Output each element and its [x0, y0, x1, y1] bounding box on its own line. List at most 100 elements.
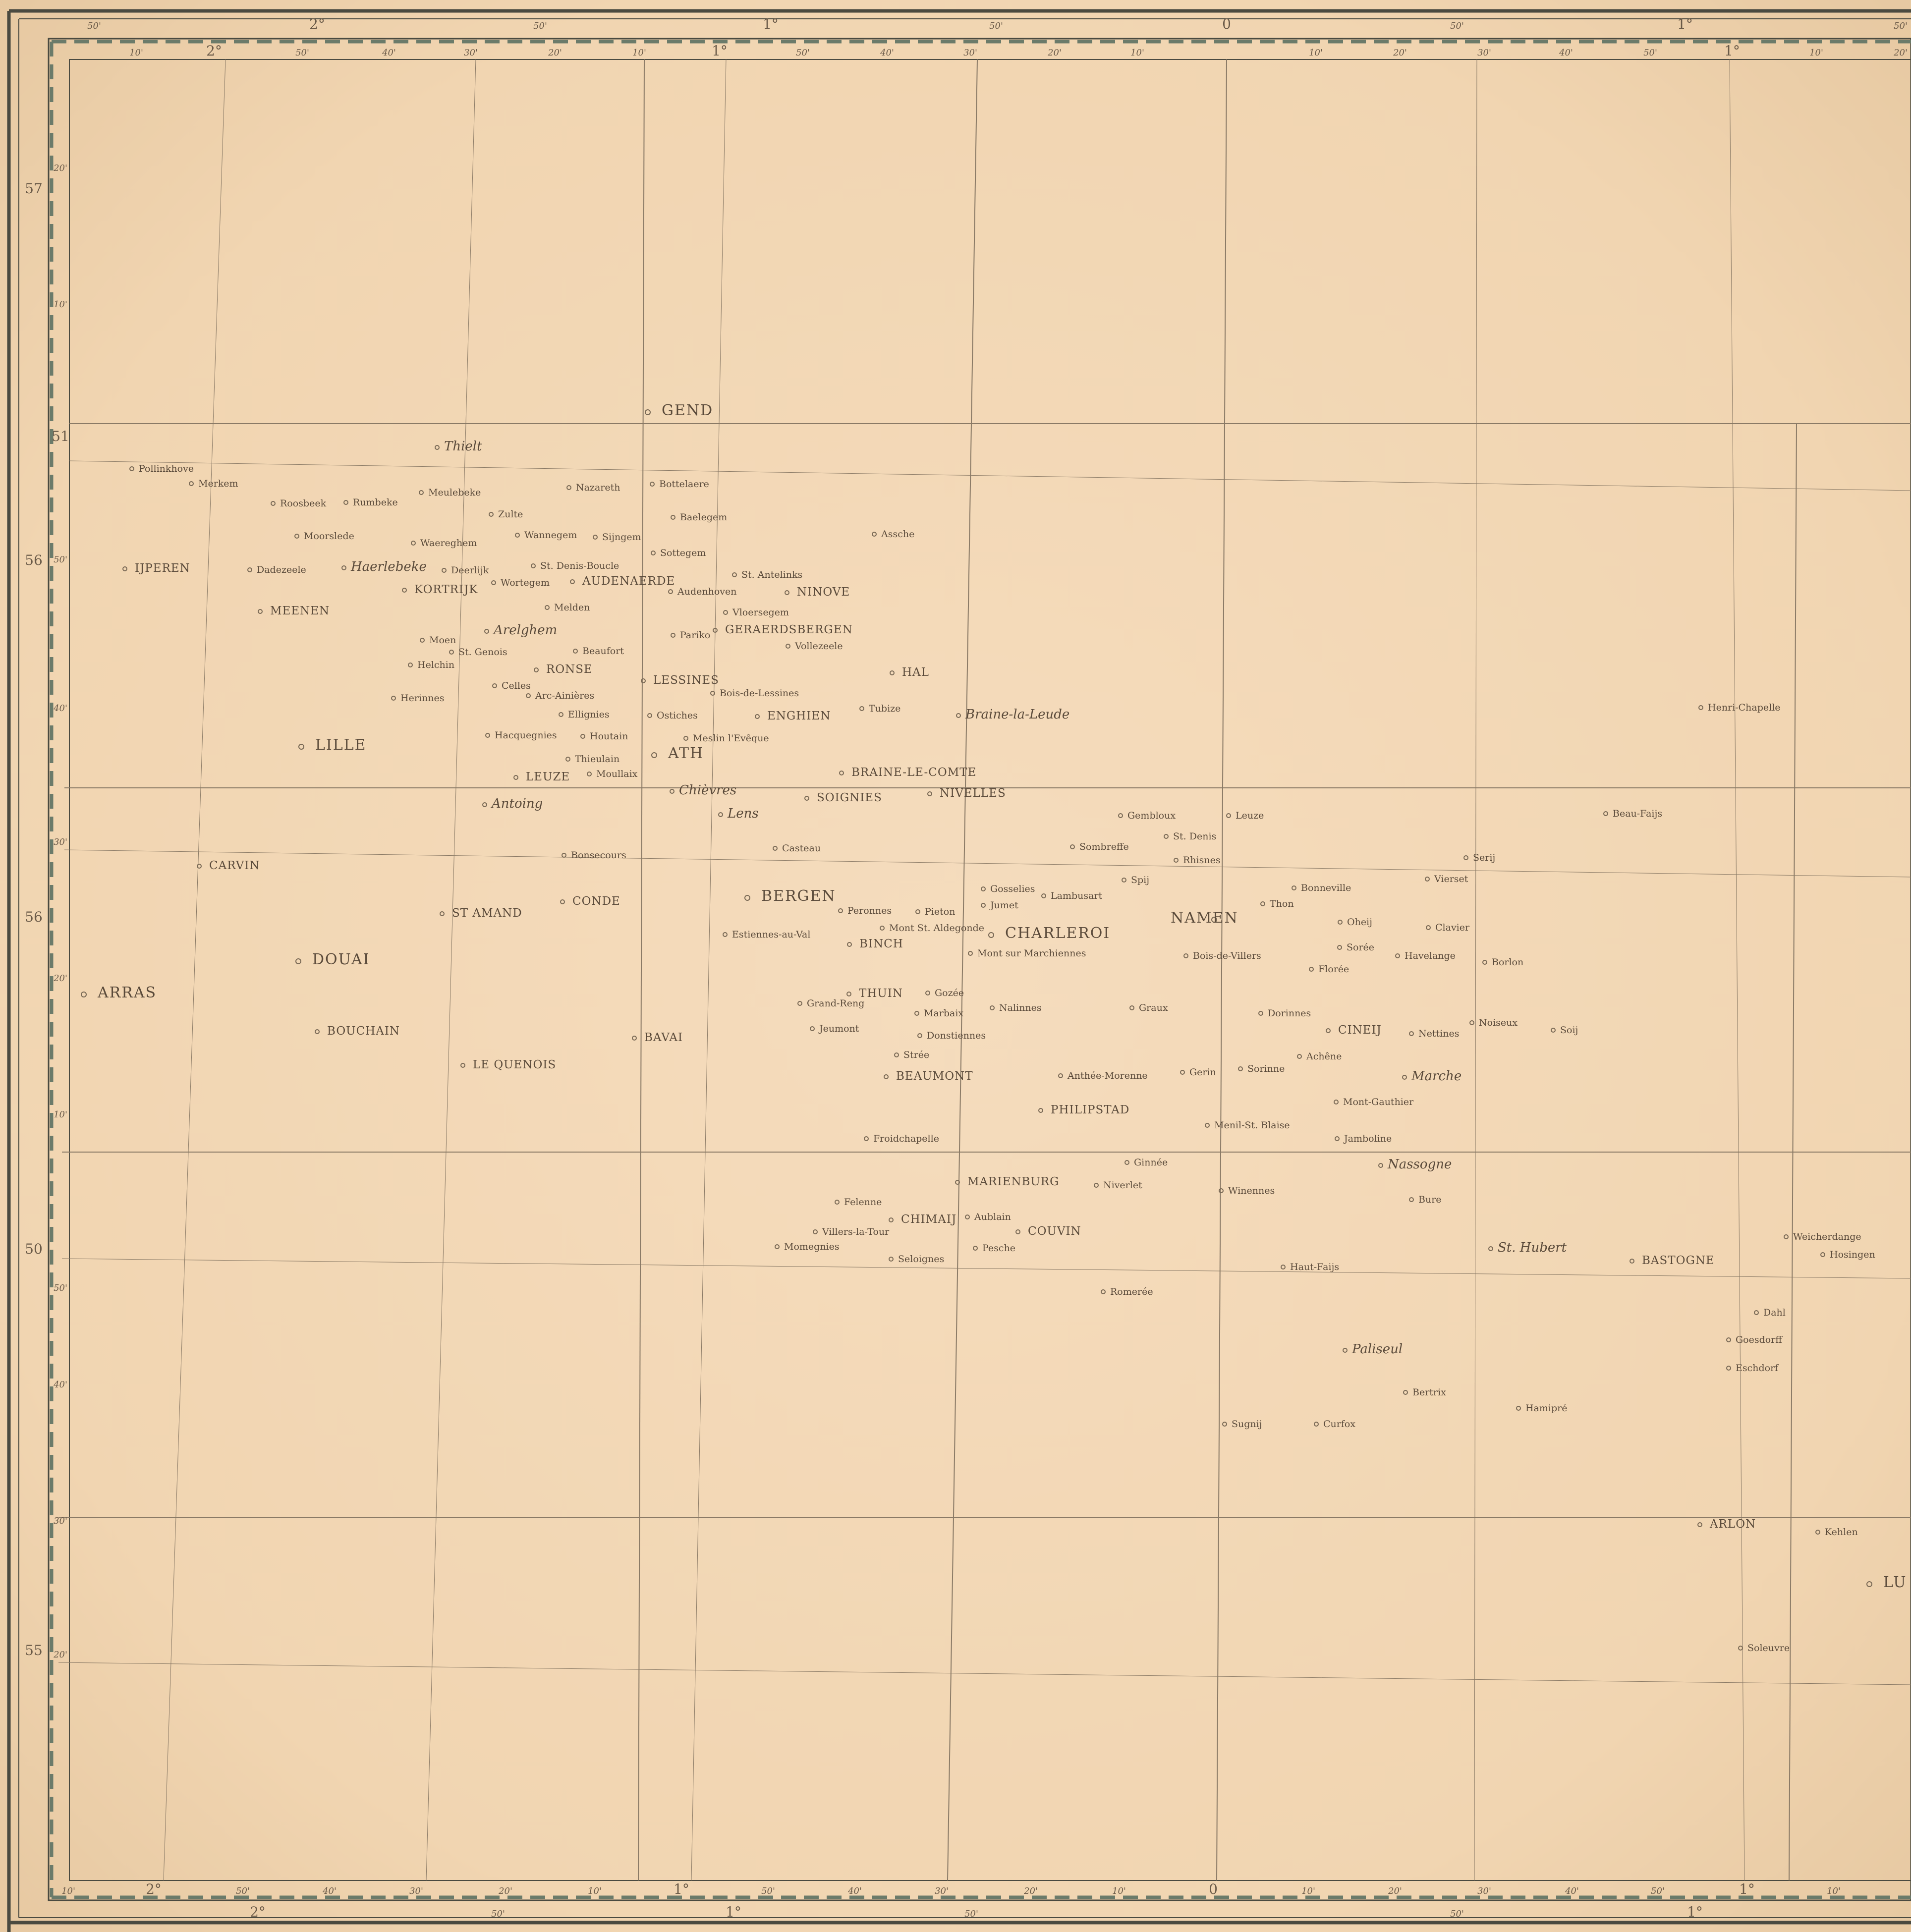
place-name: Peronnes — [847, 905, 892, 916]
place-60: Moullaix — [587, 769, 638, 779]
place-159: ARLON — [1697, 1518, 1755, 1531]
top-inner-tick: 50' — [295, 48, 309, 58]
place-name: Rumbeke — [353, 497, 398, 508]
left-inner-tick: 10' — [54, 299, 67, 310]
settlement-marker — [1463, 855, 1468, 860]
place-name: Gosselies — [990, 883, 1035, 894]
left-inner-tick: 30' — [54, 1516, 67, 1526]
place-111: BOUCHAIN — [315, 1025, 399, 1038]
place-34: Moen — [420, 635, 456, 646]
bottom-inner-tick: 0 — [1209, 1881, 1218, 1897]
place-name: Soleuvre — [1747, 1643, 1790, 1654]
place-name: BRAINE-LE-COMTE — [851, 766, 976, 779]
top-inner-tick: 40' — [880, 48, 894, 58]
settlement-marker — [1129, 1005, 1134, 1010]
place-64: Antoing — [482, 796, 543, 811]
place-76: Spij — [1122, 875, 1149, 885]
left-outer-tick: 55 — [25, 1642, 43, 1658]
place-120: LE QUENOIS — [460, 1058, 556, 1071]
place-103: THUIN — [846, 987, 902, 1000]
settlement-marker — [797, 1001, 802, 1006]
map-frame — [7, 9, 1911, 1932]
place-name: Curfox — [1323, 1419, 1355, 1430]
place-148: BASTOGNE — [1630, 1254, 1715, 1267]
place-141: COUVIN — [1015, 1225, 1081, 1238]
bottom-inner-tick: 10' — [1301, 1886, 1315, 1896]
place-41: LESSINES — [641, 674, 719, 687]
top-inner-tick: 50' — [796, 48, 810, 58]
settlement-marker — [1754, 1310, 1759, 1315]
place-101: Florée — [1309, 964, 1349, 975]
settlement-marker — [1425, 877, 1430, 882]
place-119: Achêne — [1297, 1051, 1342, 1062]
place-65: Lens — [718, 806, 759, 821]
place-name: Ginnée — [1134, 1157, 1168, 1168]
settlement-marker — [411, 541, 416, 546]
place-29: Melden — [545, 602, 590, 613]
place-name: Bure — [1418, 1194, 1442, 1205]
place-name: Paliseul — [1351, 1342, 1403, 1357]
place-name: Wortegem — [501, 577, 550, 588]
settlement-marker — [491, 580, 496, 585]
left-outer-tick: 57 — [25, 180, 43, 197]
bottom-outer-tick: 2° — [250, 1904, 266, 1920]
place-name: Achêne — [1306, 1051, 1342, 1062]
settlement-marker — [1338, 920, 1343, 925]
place-134: Niverlet — [1094, 1180, 1142, 1191]
settlement-marker — [526, 693, 531, 698]
place-name: CHARLEROI — [1005, 925, 1110, 942]
settlement-marker — [647, 713, 652, 718]
place-name: IJPEREN — [135, 562, 190, 575]
place-127: PHILIPSTAD — [1038, 1104, 1129, 1116]
place-72: Bonsecours — [562, 850, 626, 861]
place-name: MARIENBURG — [967, 1175, 1059, 1188]
place-name: St. Denis-Boucle — [540, 560, 619, 571]
place-137: Bure — [1409, 1194, 1442, 1205]
settlement-marker — [534, 667, 539, 672]
bottom-inner-tick: 50' — [761, 1886, 775, 1896]
place-145: St. Hubert — [1488, 1240, 1567, 1255]
place-name: St. Hubert — [1498, 1240, 1567, 1255]
top-inner-tick: 20' — [1893, 48, 1908, 58]
place-name: Casteau — [782, 843, 821, 854]
settlement-marker — [129, 466, 134, 471]
settlement-marker — [1698, 705, 1703, 710]
place-128: Menil-St. Blaise — [1205, 1120, 1290, 1131]
place-142: Weicherdange — [1784, 1231, 1861, 1242]
place-name: Meulebeke — [428, 487, 481, 498]
place-121: Sorinne — [1238, 1063, 1285, 1074]
top-outer-tick: 50' — [989, 21, 1003, 31]
place-name: HAL — [902, 666, 929, 679]
place-39: RONSE — [534, 663, 592, 676]
place-name: Pieton — [925, 906, 955, 917]
settlement-marker — [872, 532, 877, 537]
place-name: BASTOGNE — [1642, 1254, 1715, 1267]
place-name: Anthée-Morenne — [1067, 1070, 1148, 1081]
place-74: Serij — [1463, 852, 1495, 863]
settlement-marker — [773, 846, 778, 851]
place-106: Nalinnes — [990, 1002, 1042, 1013]
left-inner-tick: 20' — [53, 973, 67, 984]
bottom-inner-tick: 50' — [236, 1886, 250, 1896]
place-146: Hosingen — [1820, 1249, 1875, 1260]
place-name: CINEIJ — [1338, 1024, 1382, 1037]
place-name: Villers-la-Tour — [822, 1226, 890, 1237]
top-outer-tick: 1° — [1677, 16, 1693, 32]
settlement-marker — [1726, 1366, 1731, 1371]
settlement-marker — [786, 644, 790, 649]
settlement-marker — [1343, 1348, 1348, 1353]
top-inner-tick: 1° — [712, 43, 728, 59]
settlement-marker — [1211, 917, 1217, 923]
place-36: Beaufort — [573, 646, 624, 657]
top-inner-tick: 10' — [1809, 48, 1823, 58]
settlement-marker — [1183, 953, 1188, 958]
place-name: Romerée — [1110, 1286, 1153, 1297]
settlement-marker — [402, 588, 407, 593]
settlement-marker — [408, 662, 413, 667]
place-name: Lambusart — [1051, 890, 1103, 901]
place-name: GERAERDSBERGEN — [725, 623, 853, 636]
place-108: Marbaix — [914, 1008, 963, 1019]
settlement-marker — [560, 899, 565, 904]
place-name: Melden — [554, 602, 590, 613]
place-name: COUVIN — [1028, 1225, 1081, 1238]
